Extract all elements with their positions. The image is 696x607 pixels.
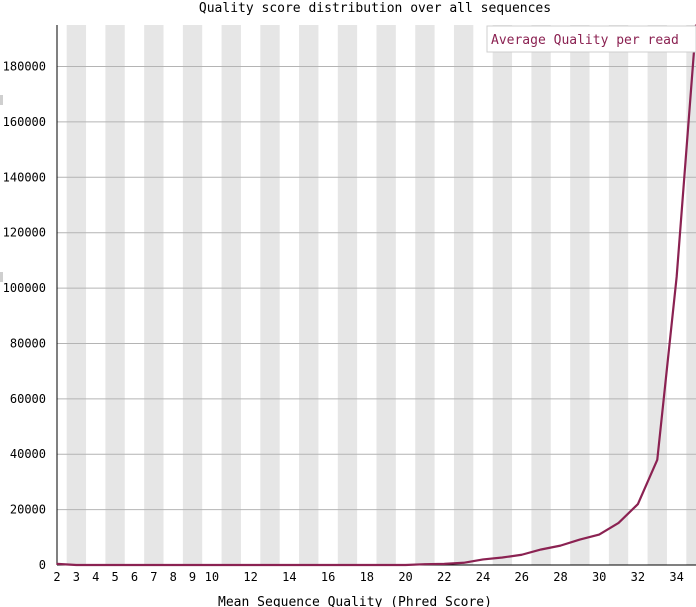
background-band xyxy=(144,25,164,565)
data-point xyxy=(230,564,233,566)
data-point xyxy=(540,548,542,551)
data-point xyxy=(269,564,271,566)
background-band xyxy=(66,25,87,565)
data-point xyxy=(56,563,58,565)
data-point xyxy=(307,564,310,566)
data-point xyxy=(114,564,116,566)
background-band xyxy=(182,25,203,565)
background-band xyxy=(260,25,280,565)
background-band xyxy=(686,25,696,565)
background-band xyxy=(299,25,319,565)
y-tick-labels: 0 20000 40000 60000 80000 100000 120000 140000 1… xyxy=(3,60,46,572)
background-band xyxy=(570,25,590,565)
data-point xyxy=(482,558,484,561)
x-tick-label: 7 xyxy=(150,570,157,584)
data-point xyxy=(346,564,349,566)
background-band xyxy=(221,25,241,565)
x-tick-label: 3 xyxy=(73,570,80,584)
x-tick-label: 20 xyxy=(398,570,412,584)
x-tick-label: 4 xyxy=(92,570,99,584)
data-point xyxy=(172,564,174,566)
background-band xyxy=(376,25,396,565)
x-tick-label: 14 xyxy=(282,570,296,584)
x-tick-label: 30 xyxy=(592,570,606,584)
chart-title: Quality score distribution over all sequ… xyxy=(199,1,551,16)
data-point xyxy=(656,458,659,461)
data-point xyxy=(404,564,407,566)
x-tick-label: 10 xyxy=(205,570,219,584)
y-tick-label: 140000 xyxy=(3,170,46,184)
data-point xyxy=(462,561,465,564)
x-tick-label: 32 xyxy=(631,570,645,584)
x-tick-label: 2 xyxy=(53,570,60,584)
left-edge-marker xyxy=(0,272,3,282)
y-tick-label: 80000 xyxy=(10,336,46,350)
data-point xyxy=(75,564,78,566)
data-point xyxy=(501,556,504,559)
background-band xyxy=(105,25,125,565)
data-point xyxy=(637,503,639,505)
data-point xyxy=(443,563,446,565)
legend-box xyxy=(486,25,696,53)
data-point xyxy=(675,276,678,278)
y-tick-label: 60000 xyxy=(10,392,46,406)
data-point xyxy=(249,564,252,566)
x-tick-labels: 2 3 4 5 6 7 8 9 10 12 14 16 18 20 22 24 26 28 30 32 34 xyxy=(53,570,683,584)
data-point xyxy=(617,522,620,524)
data-point xyxy=(385,564,387,566)
background-band xyxy=(647,25,667,565)
x-tick-label: 26 xyxy=(515,570,529,584)
data-point xyxy=(424,563,426,565)
background-band xyxy=(608,25,629,565)
y-tick-label: 100000 xyxy=(3,281,46,295)
data-point xyxy=(153,564,155,566)
data-point xyxy=(598,533,600,536)
x-tick-label: 28 xyxy=(553,570,567,584)
x-tick-label: 16 xyxy=(321,570,335,584)
y-tick-label: 180000 xyxy=(3,60,46,74)
x-tick-label: 12 xyxy=(243,570,257,584)
data-point xyxy=(520,553,523,556)
background-band xyxy=(531,25,551,565)
y-tick-label: 20000 xyxy=(10,503,46,517)
data-point xyxy=(579,538,581,541)
background-band xyxy=(492,25,513,565)
x-tick-label: 8 xyxy=(170,570,177,584)
x-tick-label: 22 xyxy=(437,570,451,584)
legend: Average Quality per read xyxy=(486,25,696,53)
x-tick-label: 34 xyxy=(669,570,683,584)
x-tick-label: 18 xyxy=(360,570,374,584)
x-tick-label: 9 xyxy=(189,570,196,584)
data-point xyxy=(288,564,291,566)
x-axis-label: Mean Sequence Quality (Phred Score) xyxy=(218,595,492,607)
data-point xyxy=(211,564,213,566)
x-tick-label: 5 xyxy=(111,570,118,584)
background-band xyxy=(337,25,358,565)
left-edge-marker xyxy=(0,95,3,105)
x-tick-label: 24 xyxy=(476,570,490,584)
x-tick-label: 6 xyxy=(131,570,138,584)
series-lines xyxy=(56,24,696,567)
y-tick-label: 120000 xyxy=(3,226,46,240)
data-point xyxy=(366,564,368,566)
legend-series-label: Average Quality per read xyxy=(491,33,679,48)
data-point xyxy=(559,544,562,547)
data-point xyxy=(327,564,329,566)
y-tick-label: 0 xyxy=(39,558,46,572)
background-band xyxy=(415,25,435,565)
data-point xyxy=(94,564,97,566)
horizontal-gridlines xyxy=(57,66,696,511)
series-line xyxy=(56,24,696,567)
data-point xyxy=(191,564,194,566)
data-point xyxy=(133,564,136,566)
y-tick-label: 40000 xyxy=(10,447,46,461)
background-band xyxy=(453,25,474,565)
y-tick-label: 160000 xyxy=(3,115,46,129)
alternating-bands xyxy=(66,25,696,565)
